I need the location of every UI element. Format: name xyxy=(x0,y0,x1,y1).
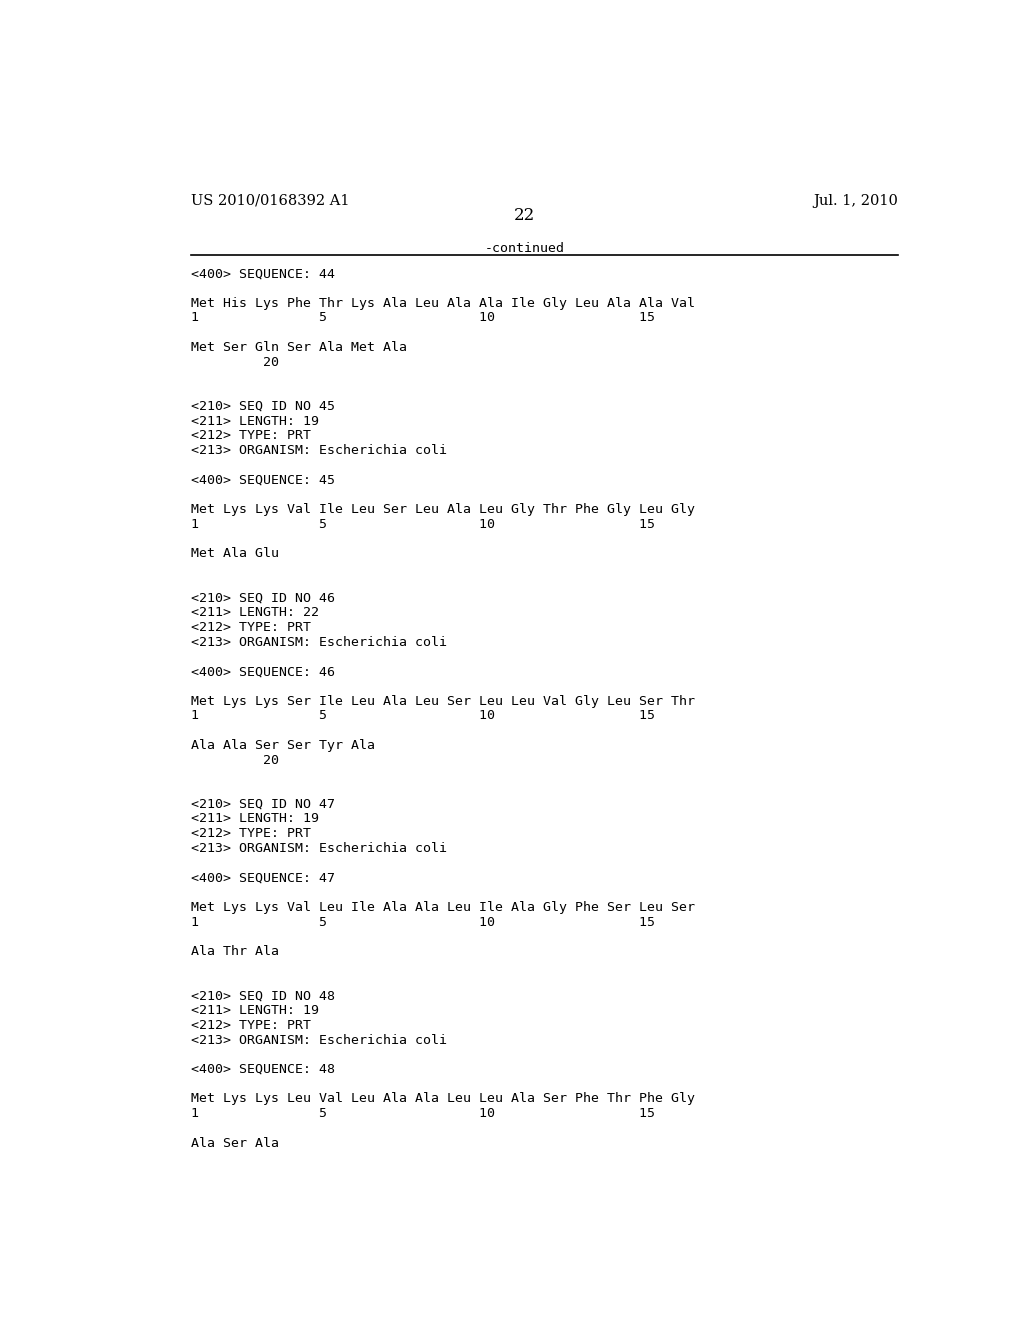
Text: US 2010/0168392 A1: US 2010/0168392 A1 xyxy=(191,194,350,209)
Text: <400> SEQUENCE: 45: <400> SEQUENCE: 45 xyxy=(191,474,336,487)
Text: 20: 20 xyxy=(191,754,280,767)
Text: Met Ala Glu: Met Ala Glu xyxy=(191,548,280,560)
Text: 1               5                   10                  15: 1 5 10 15 xyxy=(191,517,655,531)
Text: <400> SEQUENCE: 48: <400> SEQUENCE: 48 xyxy=(191,1063,336,1076)
Text: <210> SEQ ID NO 48: <210> SEQ ID NO 48 xyxy=(191,989,336,1002)
Text: Met Lys Lys Val Leu Ile Ala Ala Leu Ile Ala Gly Phe Ser Leu Ser: Met Lys Lys Val Leu Ile Ala Ala Leu Ile … xyxy=(191,900,695,913)
Text: <213> ORGANISM: Escherichia coli: <213> ORGANISM: Escherichia coli xyxy=(191,636,447,648)
Text: 22: 22 xyxy=(514,207,536,224)
Text: <213> ORGANISM: Escherichia coli: <213> ORGANISM: Escherichia coli xyxy=(191,1034,447,1047)
Text: Met Lys Lys Val Ile Leu Ser Leu Ala Leu Gly Thr Phe Gly Leu Gly: Met Lys Lys Val Ile Leu Ser Leu Ala Leu … xyxy=(191,503,695,516)
Text: <212> TYPE: PRT: <212> TYPE: PRT xyxy=(191,828,311,841)
Text: <213> ORGANISM: Escherichia coli: <213> ORGANISM: Escherichia coli xyxy=(191,842,447,855)
Text: <212> TYPE: PRT: <212> TYPE: PRT xyxy=(191,1019,311,1032)
Text: Ala Ser Ala: Ala Ser Ala xyxy=(191,1137,280,1150)
Text: Met Lys Lys Leu Val Leu Ala Ala Leu Leu Ala Ser Phe Thr Phe Gly: Met Lys Lys Leu Val Leu Ala Ala Leu Leu … xyxy=(191,1093,695,1105)
Text: 20: 20 xyxy=(191,355,280,368)
Text: <212> TYPE: PRT: <212> TYPE: PRT xyxy=(191,620,311,634)
Text: 1               5                   10                  15: 1 5 10 15 xyxy=(191,709,655,722)
Text: <400> SEQUENCE: 46: <400> SEQUENCE: 46 xyxy=(191,665,336,678)
Text: <213> ORGANISM: Escherichia coli: <213> ORGANISM: Escherichia coli xyxy=(191,444,447,457)
Text: Jul. 1, 2010: Jul. 1, 2010 xyxy=(813,194,898,209)
Text: <211> LENGTH: 19: <211> LENGTH: 19 xyxy=(191,414,319,428)
Text: Ala Thr Ala: Ala Thr Ala xyxy=(191,945,280,958)
Text: 1               5                   10                  15: 1 5 10 15 xyxy=(191,916,655,928)
Text: 1               5                   10                  15: 1 5 10 15 xyxy=(191,312,655,325)
Text: <210> SEQ ID NO 45: <210> SEQ ID NO 45 xyxy=(191,400,336,413)
Text: <400> SEQUENCE: 47: <400> SEQUENCE: 47 xyxy=(191,871,336,884)
Text: Met Lys Lys Ser Ile Leu Ala Leu Ser Leu Leu Val Gly Leu Ser Thr: Met Lys Lys Ser Ile Leu Ala Leu Ser Leu … xyxy=(191,694,695,708)
Text: 1               5                   10                  15: 1 5 10 15 xyxy=(191,1107,655,1121)
Text: <210> SEQ ID NO 47: <210> SEQ ID NO 47 xyxy=(191,797,336,810)
Text: <211> LENGTH: 22: <211> LENGTH: 22 xyxy=(191,606,319,619)
Text: <212> TYPE: PRT: <212> TYPE: PRT xyxy=(191,429,311,442)
Text: -continued: -continued xyxy=(484,242,565,255)
Text: Met His Lys Phe Thr Lys Ala Leu Ala Ala Ile Gly Leu Ala Ala Val: Met His Lys Phe Thr Lys Ala Leu Ala Ala … xyxy=(191,297,695,310)
Text: <210> SEQ ID NO 46: <210> SEQ ID NO 46 xyxy=(191,591,336,605)
Text: <211> LENGTH: 19: <211> LENGTH: 19 xyxy=(191,812,319,825)
Text: Met Ser Gln Ser Ala Met Ala: Met Ser Gln Ser Ala Met Ala xyxy=(191,341,408,354)
Text: Ala Ala Ser Ser Tyr Ala: Ala Ala Ser Ser Tyr Ala xyxy=(191,739,376,752)
Text: <211> LENGTH: 19: <211> LENGTH: 19 xyxy=(191,1005,319,1016)
Text: <400> SEQUENCE: 44: <400> SEQUENCE: 44 xyxy=(191,267,336,280)
